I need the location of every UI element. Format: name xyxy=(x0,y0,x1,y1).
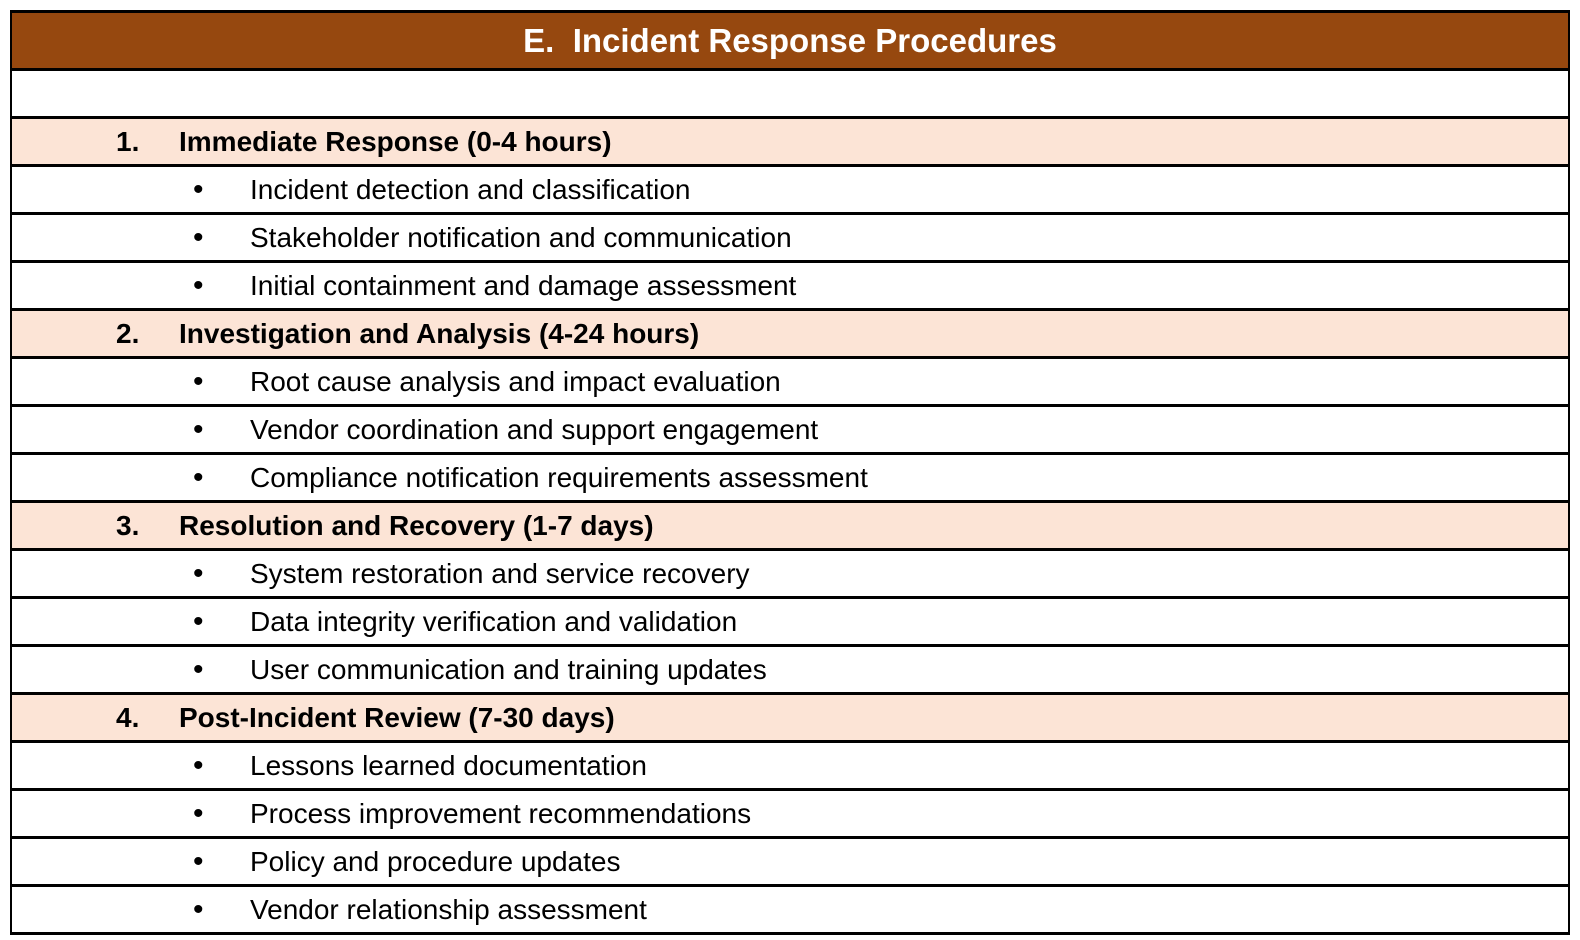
list-item: • Stakeholder notification and communica… xyxy=(12,212,1568,260)
bullet-icon: • xyxy=(193,604,204,638)
section-header-immediate-response: 1. Immediate Response (0-4 hours) xyxy=(12,116,1568,164)
table-title-row: E. Incident Response Procedures xyxy=(12,13,1568,68)
bullet-icon: • xyxy=(193,172,204,206)
bullet-icon: • xyxy=(193,748,204,782)
list-item: • Policy and procedure updates xyxy=(12,836,1568,884)
list-item-text: Process improvement recommendations xyxy=(250,797,752,829)
list-item-text: Data integrity verification and validati… xyxy=(250,605,738,637)
list-item-text: Vendor coordination and support engageme… xyxy=(250,413,819,445)
list-item: • Lessons learned documentation xyxy=(12,740,1568,788)
list-item-text: System restoration and service recovery xyxy=(250,557,750,589)
list-item-text: Incident detection and classification xyxy=(250,173,691,205)
list-item: • Process improvement recommendations xyxy=(12,788,1568,836)
list-item: • Data integrity verification and valida… xyxy=(12,596,1568,644)
section-header-resolution-recovery: 3. Resolution and Recovery (1-7 days) xyxy=(12,500,1568,548)
list-item: • System restoration and service recover… xyxy=(12,548,1568,596)
bullet-icon: • xyxy=(193,844,204,878)
list-item-text: Policy and procedure updates xyxy=(250,845,621,877)
list-item: • Vendor relationship assessment xyxy=(12,884,1568,932)
bullet-icon: • xyxy=(193,556,204,590)
section-number: 4. xyxy=(116,701,140,733)
bullet-icon: • xyxy=(193,412,204,446)
section-title: Resolution and Recovery (1-7 days) xyxy=(179,509,654,541)
section-header-investigation-analysis: 2. Investigation and Analysis (4-24 hour… xyxy=(12,308,1568,356)
list-item-text: Compliance notification requirements ass… xyxy=(250,461,868,493)
bullet-icon: • xyxy=(193,460,204,494)
bullet-icon: • xyxy=(193,268,204,302)
list-item: • Root cause analysis and impact evaluat… xyxy=(12,356,1568,404)
list-item: • Initial containment and damage assessm… xyxy=(12,260,1568,308)
section-number: 3. xyxy=(116,509,140,541)
bullet-icon: • xyxy=(193,652,204,686)
list-item: • User communication and training update… xyxy=(12,644,1568,692)
list-item: • Vendor coordination and support engage… xyxy=(12,404,1568,452)
list-item: • Incident detection and classification xyxy=(12,164,1568,212)
list-item-text: Initial containment and damage assessmen… xyxy=(250,269,797,301)
section-title: Immediate Response (0-4 hours) xyxy=(179,125,612,157)
table-title: E. Incident Response Procedures xyxy=(523,21,1057,59)
spacer-row xyxy=(12,68,1568,116)
section-number: 1. xyxy=(116,125,140,157)
bullet-icon: • xyxy=(193,220,204,254)
incident-response-table: E. Incident Response Procedures 1. Immed… xyxy=(10,10,1570,935)
section-title: Investigation and Analysis (4-24 hours) xyxy=(179,317,700,349)
list-item-text: Lessons learned documentation xyxy=(250,749,647,781)
list-item-text: Stakeholder notification and communicati… xyxy=(250,221,792,253)
list-item-text: User communication and training updates xyxy=(250,653,767,685)
section-header-post-incident-review: 4. Post-Incident Review (7-30 days) xyxy=(12,692,1568,740)
bullet-icon: • xyxy=(193,892,204,926)
list-item-text: Vendor relationship assessment xyxy=(250,893,647,925)
bullet-icon: • xyxy=(193,796,204,830)
section-number: 2. xyxy=(116,317,140,349)
list-item-text: Root cause analysis and impact evaluatio… xyxy=(250,365,781,397)
section-title: Post-Incident Review (7-30 days) xyxy=(179,701,615,733)
list-item: • Compliance notification requirements a… xyxy=(12,452,1568,500)
bullet-icon: • xyxy=(193,364,204,398)
